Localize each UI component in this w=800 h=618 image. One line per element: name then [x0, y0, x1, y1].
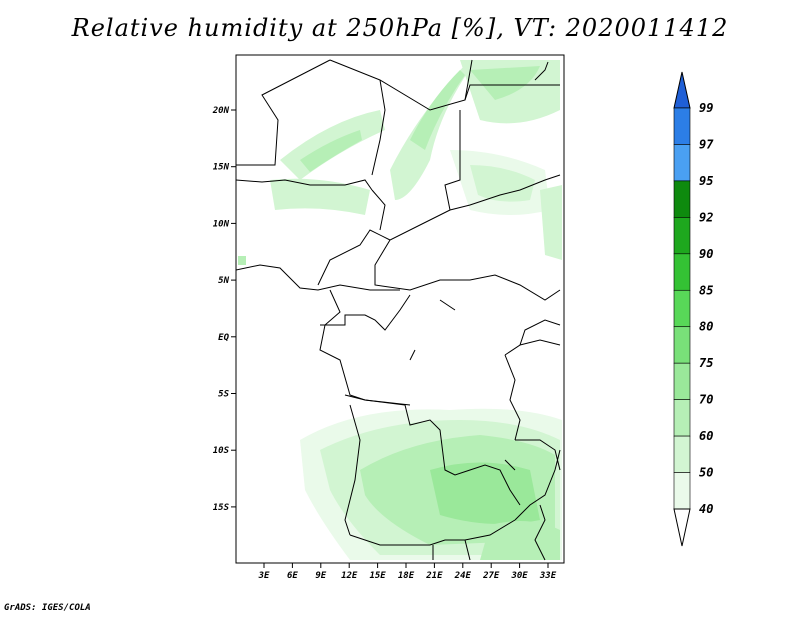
colorbar-segment [673, 435, 691, 473]
lon-tick-label: 30E [510, 571, 528, 581]
lon-tick-label: 27E [482, 571, 500, 581]
colorbar-segment [673, 217, 691, 255]
lat-tick-label: 10N [213, 219, 230, 229]
colorbar: 99 97 95 92 90 85 80 75 70 60 50 40 [673, 71, 714, 547]
lon-tick-label: 15E [369, 571, 386, 581]
colorbar-segment [673, 253, 691, 291]
colorbar-bottom-arrow [673, 508, 691, 547]
lat-tick-label: 5N [218, 276, 229, 286]
lon-tick-label: 21E [425, 571, 443, 581]
colorbar-label: 80 [699, 320, 713, 334]
colorbar-label: 50 [699, 466, 713, 480]
lon-tick-label: 6E [287, 571, 298, 581]
colorbar-segment [673, 107, 691, 145]
humidity-shading [238, 60, 562, 560]
lat-tick-label: EQ [218, 333, 229, 343]
colorbar-segment [673, 289, 691, 328]
colorbar-segment [673, 472, 691, 510]
lon-tick-label: 33E [539, 571, 557, 581]
grads-credit: GrADS: IGES/COLA [4, 603, 91, 613]
lat-tick-label: 20N [212, 106, 230, 116]
colorbar-label: 97 [699, 137, 714, 151]
colorbar-label: 70 [699, 393, 713, 407]
colorbar-label: 85 [699, 283, 713, 297]
colorbar-label: 92 [699, 210, 713, 224]
lon-tick-label: 18E [398, 571, 415, 581]
lat-tick-label: 15N [213, 163, 230, 173]
lon-tick-label: 3E [258, 571, 270, 581]
colorbar-label: 99 [699, 101, 713, 115]
map-title: Relative humidity at 250hPa [%], VT: 202… [71, 14, 729, 42]
colorbar-segment [673, 362, 691, 400]
lon-tick-label: 12E [341, 571, 358, 581]
lat-tick-label: 10S [213, 446, 230, 456]
lon-tick-label: 9E [315, 571, 326, 581]
colorbar-label: 60 [699, 429, 713, 443]
colorbar-segment [673, 144, 691, 182]
colorbar-label: 75 [699, 356, 713, 370]
colorbar-label: 95 [699, 174, 713, 188]
colorbar-label: 40 [699, 502, 713, 516]
colorbar-segment [673, 399, 691, 437]
lat-tick-label: 5S [218, 390, 229, 400]
lat-tick-label: 15S [213, 503, 230, 513]
colorbar-top-arrow [673, 71, 691, 109]
latitude-axis: 20N 15N 10N 5N EQ 5S 10S 15S [212, 106, 236, 513]
colorbar-label: 90 [699, 247, 713, 261]
colorbar-segment [673, 326, 691, 364]
country-borders [236, 59, 561, 561]
map-frame [235, 54, 565, 564]
lon-tick-label: 24E [454, 571, 472, 581]
longitude-axis: 3E 6E 9E 12E 15E 18E 21E 24E 27E 30E 33E [258, 563, 557, 581]
colorbar-segment [673, 180, 691, 218]
